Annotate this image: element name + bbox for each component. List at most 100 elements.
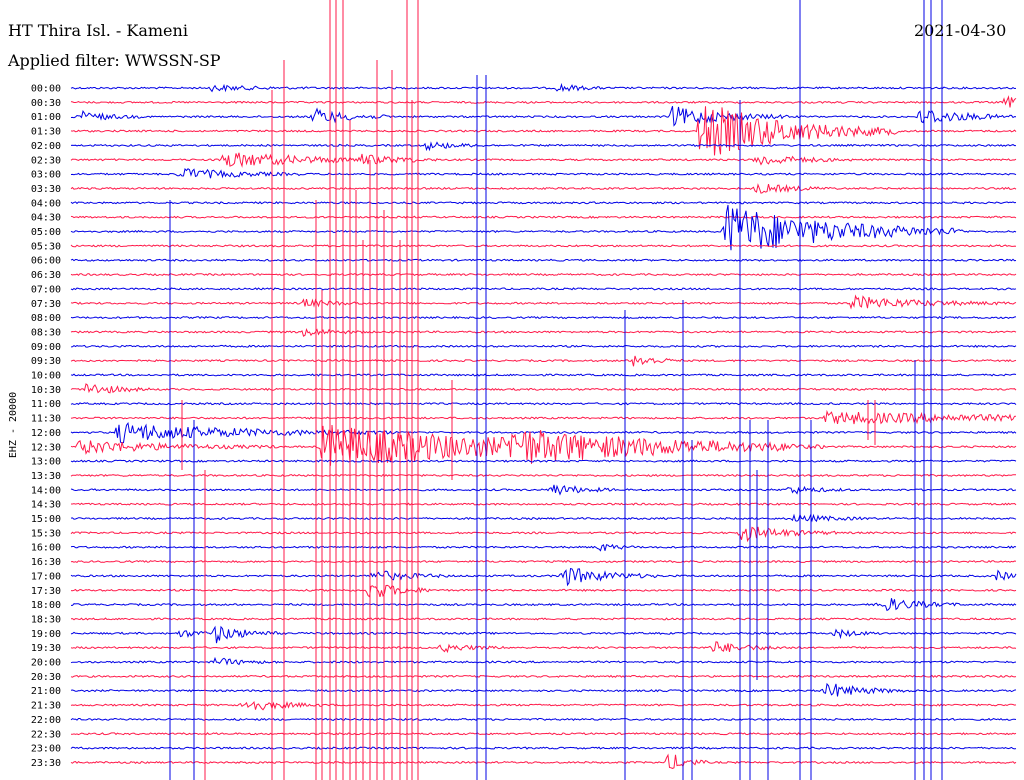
time-tick-label: 07:00 [31, 284, 61, 295]
time-tick-label: 12:30 [31, 442, 61, 453]
time-tick-label: 01:30 [31, 127, 61, 138]
time-tick-label: 14:30 [31, 500, 61, 511]
time-tick-label: 13:30 [31, 471, 61, 482]
time-tick-label: 22:00 [31, 715, 61, 726]
time-tick-label: 05:00 [31, 227, 61, 238]
time-tick-label: 04:00 [31, 198, 61, 209]
time-axis-ticks: 00:00 00:30 01:00 01:30 02:00 02:30 03:00 03:30… [31, 84, 61, 769]
seismogram-spikes [169, 0, 943, 780]
seismogram-trace [71, 502, 1017, 506]
seismogram-trace [70, 244, 1017, 248]
seismogram-trace [70, 513, 1017, 523]
seismogram-trace [70, 272, 1017, 277]
time-tick-label: 12:00 [31, 428, 61, 439]
time-tick-label: 08:00 [31, 313, 61, 324]
seismogram-trace [70, 753, 1017, 769]
time-tick-label: 14:00 [31, 485, 61, 496]
seismogram-trace [70, 568, 1017, 587]
time-tick-label: 09:30 [31, 356, 61, 367]
seismogram-trace [70, 421, 1017, 444]
seismogram-trace [70, 459, 1017, 463]
seismogram-trace [70, 746, 1017, 750]
seismogram-trace [70, 484, 1017, 496]
seismogram-trace [70, 258, 1017, 262]
time-tick-label: 15:00 [31, 514, 61, 525]
seismogram-trace [70, 287, 1017, 291]
time-tick-label: 23:30 [31, 758, 61, 769]
time-tick-label: 10:00 [31, 371, 61, 382]
seismogram-trace [71, 598, 1017, 612]
time-tick-label: 02:00 [31, 141, 61, 152]
seismogram-trace [70, 625, 1017, 644]
seismogram-trace [70, 215, 1017, 219]
time-tick-label: 13:00 [31, 457, 61, 468]
time-tick-label: 00:30 [31, 98, 61, 109]
seismogram-trace [70, 682, 1017, 697]
time-tick-label: 19:30 [31, 643, 61, 654]
time-tick-label: 00:00 [31, 84, 61, 95]
time-tick-label: 20:00 [31, 658, 61, 669]
seismogram-trace [70, 617, 1017, 621]
time-tick-label: 10:30 [31, 385, 61, 396]
seismogram-trace [70, 373, 1017, 377]
seismogram-trace [70, 424, 1017, 466]
seismogram-trace [70, 141, 1016, 152]
time-tick-label: 07:30 [31, 299, 61, 310]
time-tick-label: 09:00 [31, 342, 61, 353]
seismogram-trace [70, 201, 1017, 205]
time-tick-label: 21:00 [31, 686, 61, 697]
time-tick-label: 03:30 [31, 184, 61, 195]
station-title: HT Thira Isl. - Kameni [8, 21, 188, 40]
seismogram-trace [70, 473, 1017, 478]
seismogram-trace [70, 526, 1017, 543]
seismogram-trace [70, 559, 1017, 564]
time-tick-label: 04:30 [31, 213, 61, 224]
seismogram-trace [70, 315, 1017, 320]
seismogram-trace [70, 674, 1017, 678]
seismogram-trace [70, 95, 1017, 108]
seismogram-trace [70, 543, 1017, 552]
seismogram-trace [70, 700, 1017, 711]
seismogram-trace [70, 641, 1017, 654]
seismogram-trace [70, 82, 1017, 93]
time-tick-label: 11:30 [31, 414, 61, 425]
seismogram-trace [70, 152, 1017, 168]
time-tick-label: 22:30 [31, 729, 61, 740]
filter-label: Applied filter: WWSSN-SP [8, 51, 221, 70]
seismogram-trace [70, 294, 1017, 310]
time-tick-label: 16:30 [31, 557, 61, 568]
seismogram-trace [70, 717, 1017, 721]
time-tick-label: 21:30 [31, 701, 61, 712]
time-tick-label: 15:30 [31, 528, 61, 539]
seismogram-trace [70, 732, 1017, 736]
time-tick-label: 11:00 [31, 399, 61, 410]
seismogram-trace [70, 656, 1017, 666]
seismogram-trace [70, 204, 1017, 251]
seismogram-trace [70, 344, 1017, 348]
time-tick-label: 17:30 [31, 586, 61, 597]
seismogram-trace [70, 106, 1017, 156]
seismogram-trace [70, 106, 1017, 127]
channel-label: EHZ - 20000 [8, 392, 19, 458]
time-tick-label: 08:30 [31, 327, 61, 338]
time-tick-label: 19:00 [31, 629, 61, 640]
time-tick-label: 02:30 [31, 155, 61, 166]
seismogram-traces [70, 82, 1017, 769]
seismogram-trace [70, 328, 1017, 337]
seismogram-trace [70, 167, 1017, 179]
seismogram-trace [70, 383, 1017, 394]
time-tick-label: 05:30 [31, 241, 61, 252]
time-tick-label: 06:00 [31, 256, 61, 267]
time-tick-label: 01:00 [31, 112, 61, 123]
time-tick-label: 06:30 [31, 270, 61, 281]
seismogram-trace [70, 584, 1017, 598]
time-tick-label: 20:30 [31, 672, 61, 683]
seismogram-trace [70, 355, 1017, 367]
seismogram-trace [70, 402, 1017, 406]
time-tick-label: 17:00 [31, 571, 61, 582]
seismogram-trace [70, 183, 1017, 194]
time-tick-label: 18:30 [31, 614, 61, 625]
date-label: 2021-04-30 [914, 21, 1007, 40]
time-tick-label: 18:00 [31, 600, 61, 611]
